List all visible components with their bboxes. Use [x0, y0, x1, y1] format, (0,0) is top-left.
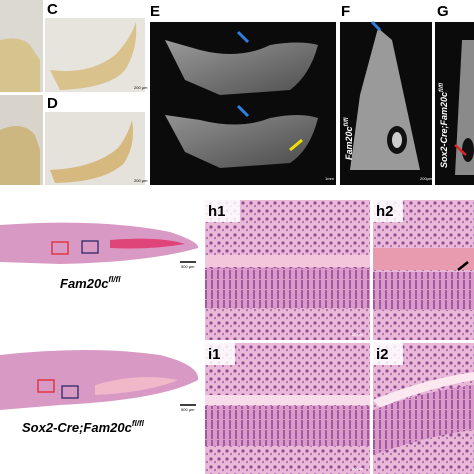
gene: Sox2-Cre;Fam20c: [22, 420, 133, 435]
section: [0, 222, 199, 264]
panel-label: C: [47, 1, 58, 18]
section: [0, 350, 199, 410]
superscript: fl/fl: [439, 83, 445, 92]
arrow: [454, 144, 467, 156]
panel-label: F: [341, 3, 350, 20]
arrow: [236, 104, 250, 118]
jaw: [165, 115, 318, 168]
panel-label: i2: [376, 346, 389, 363]
genotype-label: Fam20cfl/fl: [344, 117, 354, 160]
jaw: [165, 40, 318, 95]
panel-label: i1: [208, 346, 221, 363]
arrow: [236, 30, 250, 44]
scale-label: 20 µm: [352, 466, 364, 471]
superscript: fl/fl: [108, 275, 121, 284]
genotype-label: Sox2-Cre;Fam20cfl/fl: [439, 83, 449, 168]
scale-label: 20 µm: [352, 332, 364, 337]
arrow: [289, 138, 303, 152]
arrow: [370, 20, 382, 32]
scale-label: 1mm: [325, 176, 335, 181]
superscript: fl/fl: [132, 419, 145, 428]
panel-label: h1: [208, 203, 226, 220]
scale-label: 200 µm: [134, 85, 148, 90]
photo-panels: [0, 0, 145, 185]
superscript: fl/fl: [344, 117, 350, 126]
panel-label: G: [437, 3, 449, 20]
scale-label: 500 µm: [181, 407, 195, 412]
gene: Fam20c: [60, 276, 109, 291]
panel-label: E: [150, 3, 160, 20]
gene: Fam20c: [344, 126, 354, 160]
genotype-label: Fam20cfl/fl: [60, 275, 121, 291]
panel-label: D: [47, 95, 58, 112]
scale-label: 500 µm: [181, 264, 195, 269]
panel-label: h2: [376, 203, 394, 220]
scale-label: 200 µm: [134, 178, 148, 183]
histology-panels: [205, 200, 474, 474]
scale-label: 200µm: [420, 176, 433, 181]
genotype-label: Sox2-Cre;Fam20cfl/fl: [22, 419, 145, 435]
gene: Sox2-Cre;Fam20c: [439, 92, 449, 168]
